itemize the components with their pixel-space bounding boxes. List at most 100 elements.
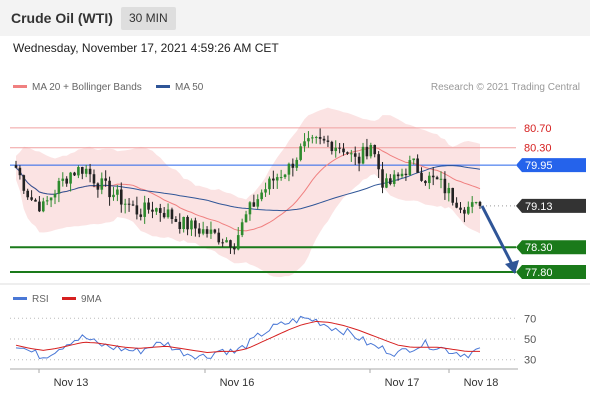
candle-body — [392, 174, 396, 184]
candle-body — [268, 178, 271, 190]
candle-body — [412, 158, 416, 161]
candle-body — [353, 153, 357, 157]
candle-body — [143, 202, 146, 217]
bollinger-band — [16, 107, 480, 277]
candle-body — [108, 180, 111, 198]
timeframe-button[interactable]: 30 MIN — [121, 7, 176, 30]
candle-body — [209, 229, 213, 234]
header-bar: Crude Oil (WTI) 30 MIN — [0, 0, 590, 36]
candle-body — [463, 209, 466, 214]
candle-body — [155, 208, 158, 212]
candle-body — [112, 194, 115, 198]
candle-body — [455, 202, 458, 208]
candle-body — [41, 201, 45, 212]
ma20-legend-label: MA 20 + Bollinger Bands — [32, 82, 142, 93]
candle-body — [365, 146, 369, 157]
rsi-line — [15, 315, 481, 360]
candle-body — [190, 220, 193, 230]
candle-body — [299, 146, 302, 160]
candle-body — [369, 144, 373, 157]
candle-body — [53, 193, 57, 198]
x-axis-label: Nov 18 — [464, 377, 499, 389]
candle-body — [439, 178, 443, 180]
level-label-77.80: 77.80 — [525, 267, 553, 279]
level-tag-77.80 — [516, 265, 586, 280]
candle-body — [314, 137, 318, 139]
ma50-line — [15, 164, 481, 212]
candle-body — [303, 141, 306, 147]
candle-body — [166, 209, 170, 218]
level-label-80.30: 80.30 — [524, 143, 552, 155]
candle-body — [338, 147, 341, 149]
candle-body — [14, 165, 18, 168]
candle-body — [194, 220, 197, 229]
candle-body — [34, 199, 37, 202]
level-label-78.30: 78.30 — [525, 242, 553, 254]
candle-body — [127, 203, 131, 205]
candle-body — [135, 205, 139, 215]
candle-body — [447, 187, 451, 194]
candle-body — [119, 189, 123, 205]
candle-body — [100, 178, 104, 190]
candle-body — [404, 173, 408, 176]
candle-body — [342, 148, 345, 153]
candle-body — [389, 178, 392, 184]
candle-body — [205, 229, 209, 234]
ma50-legend-swatch — [156, 85, 170, 88]
rsi-ma-legend-swatch — [62, 297, 76, 300]
forecast-arrow-shaft — [480, 205, 515, 267]
candle-body — [361, 146, 365, 164]
candle-body — [467, 206, 470, 214]
candle-body — [435, 177, 439, 180]
candle-body — [346, 152, 349, 154]
candle-body — [233, 247, 236, 250]
candle-body — [291, 163, 295, 168]
candle-body — [459, 207, 462, 210]
candle-body — [88, 168, 92, 175]
candle-body — [260, 192, 263, 200]
candle-body — [96, 183, 100, 190]
level-label-80.70: 80.70 — [524, 123, 552, 135]
candle-body — [162, 212, 166, 218]
candle-body — [416, 158, 419, 173]
candle-body — [326, 140, 330, 142]
candle-body — [197, 228, 201, 234]
candle-body — [248, 202, 252, 215]
candle-body — [22, 175, 26, 191]
level-label-79.13: 79.13 — [525, 201, 553, 213]
candle-body — [73, 172, 76, 176]
candle-body — [431, 175, 435, 178]
rsi-tick-70: 70 — [524, 313, 536, 325]
candle-body — [478, 201, 482, 206]
candle-body — [322, 138, 326, 141]
candle-body — [38, 201, 41, 212]
candle-body — [61, 178, 65, 181]
candle-body — [77, 167, 80, 176]
candle-body — [57, 180, 61, 194]
candle-body — [428, 175, 431, 184]
candle-body — [330, 141, 334, 152]
candle-body — [225, 240, 228, 243]
candle-body — [373, 144, 377, 155]
level-tag-79.95 — [516, 158, 586, 173]
level-tag-79.13 — [516, 198, 586, 213]
candle-body — [424, 180, 427, 184]
level-label-79.95: 79.95 — [525, 160, 553, 172]
candle-body — [178, 221, 182, 230]
candle-body — [451, 187, 455, 203]
candle-body — [244, 214, 248, 223]
candle-body — [408, 160, 412, 176]
candle-body — [307, 138, 310, 142]
candle-body — [49, 197, 53, 201]
candle-body — [377, 154, 380, 170]
candle-body — [201, 229, 205, 234]
candle-body — [283, 174, 287, 178]
candle-body — [272, 178, 275, 181]
ma20-legend-swatch — [13, 85, 27, 88]
candle-body — [139, 214, 143, 217]
rsi-legend-label: RSI — [32, 294, 49, 305]
candle-body — [295, 159, 299, 168]
candle-body — [318, 137, 322, 139]
candle-body — [229, 240, 232, 248]
